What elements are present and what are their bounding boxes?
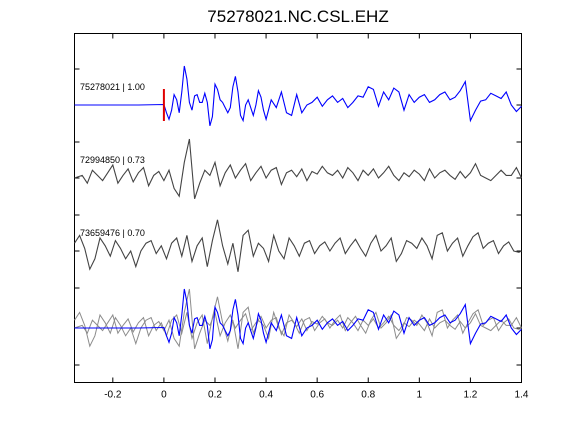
x-tick-label: 0.6 (310, 390, 324, 401)
x-tick-label: 1.2 (463, 390, 477, 401)
trace-label: 72994850 | 0.73 (80, 155, 145, 165)
trace-label: 73659476 | 0.70 (80, 228, 145, 238)
plot-frame (74, 33, 522, 383)
overlay-trace-gray (74, 296, 522, 349)
x-tick-label: 0 (161, 390, 167, 401)
x-tick-label: 0.8 (361, 390, 375, 401)
overlay-trace-reference (74, 288, 522, 349)
trace-line (74, 65, 522, 126)
trace-labels: 75278021 | 1.00 72994850 | 0.73 73659476 |… (80, 82, 145, 238)
traces (74, 65, 522, 349)
x-tick-label: 1.4 (515, 390, 529, 401)
x-tick-label: 1 (417, 390, 423, 401)
x-tick-label: 0.2 (208, 390, 222, 401)
trace-line (74, 219, 522, 272)
x-tick-label: -0.2 (104, 390, 122, 401)
overlay-trace-gray (74, 288, 522, 349)
x-tick-label: 0.4 (259, 390, 273, 401)
x-axis: -0.2 0 0.2 0.4 0.6 0.8 1 1.2 1.4 (104, 33, 529, 401)
trace-line (74, 138, 522, 199)
chart-title: 75278021.NC.CSL.EHZ (207, 7, 388, 26)
trace-label: 75278021 | 1.00 (80, 82, 145, 92)
